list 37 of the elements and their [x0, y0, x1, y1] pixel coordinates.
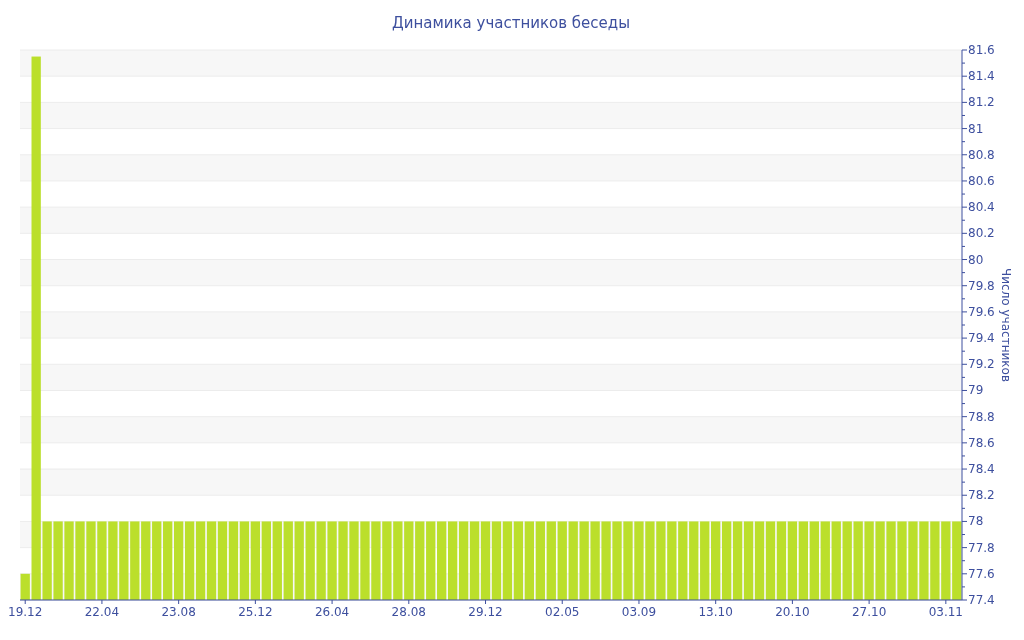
y-tick-label: 80.8 [968, 147, 995, 162]
x-tick-label: 20.10 [775, 605, 810, 619]
x-tick-label: 19.12 [8, 605, 43, 619]
y-tick-label: 80.6 [968, 173, 995, 188]
x-tick-label: 25.12 [238, 605, 273, 619]
y-tick-label: 78.2 [968, 488, 995, 503]
x-tick-label: 28.08 [391, 605, 426, 619]
y-axis-title: Число участников [999, 268, 1013, 382]
y-tick-label: 81 [968, 121, 984, 136]
y-tick-label: 78.6 [968, 435, 995, 450]
chart-title: Динамика участников беседы [391, 14, 631, 32]
x-tick-label: 26.04 [314, 605, 350, 619]
y-tick-label: 77.8 [968, 540, 995, 555]
y-tick-label: 78 [968, 514, 984, 529]
x-tick-label: 23.08 [161, 605, 196, 619]
y-tick-label: 81.6 [968, 43, 995, 57]
y-tick-label: 77.4 [968, 593, 995, 607]
y-tick-label: 79 [968, 383, 984, 398]
y-tick-label: 79.4 [968, 331, 995, 346]
x-tick-label: 03.11 [928, 605, 964, 619]
y-tick-label: 81.4 [968, 69, 995, 84]
y-tick-label: 79.6 [968, 304, 995, 319]
x-tick-label: 22.04 [84, 605, 120, 619]
x-tick-label: 29.12 [468, 605, 503, 619]
y-tick-label: 78.4 [968, 462, 995, 477]
y-tick-label: 78.8 [968, 409, 995, 424]
y-tick-label: 80.4 [968, 200, 995, 215]
y-tick-label: 81.2 [968, 95, 995, 110]
x-tick-label: 02.05 [545, 605, 580, 619]
x-tick-label: 13.10 [698, 605, 733, 619]
x-tick-label: 27.10 [851, 605, 887, 619]
x-tick-label: 03.09 [621, 605, 657, 619]
y-tick-label: 80 [968, 252, 984, 267]
y-tick-label: 79.8 [968, 278, 995, 293]
y-tick-label: 77.6 [968, 566, 995, 581]
y-tick-label: 79.2 [968, 357, 995, 372]
y-tick-label: 80.2 [968, 226, 995, 241]
